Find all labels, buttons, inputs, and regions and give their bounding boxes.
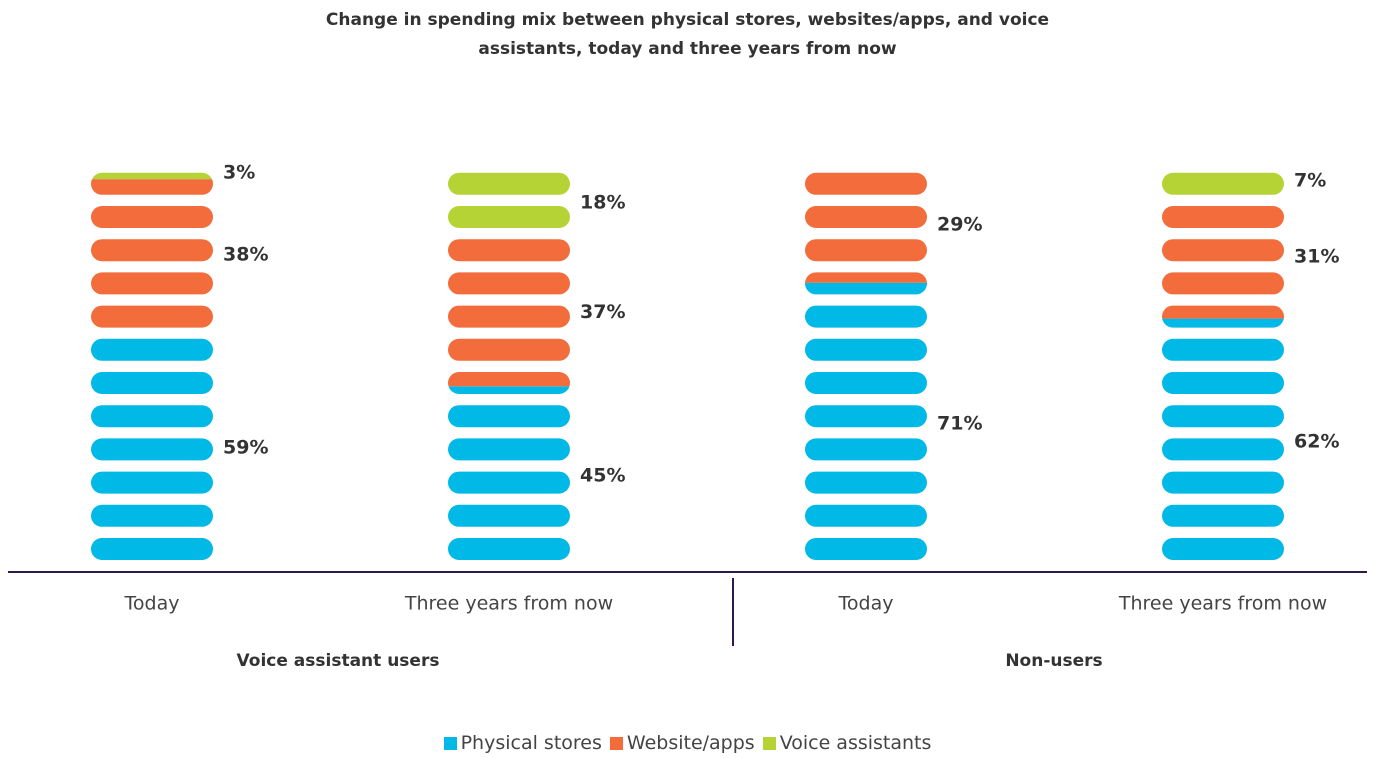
legend-swatch [762,736,776,750]
column [1162,172,1284,560]
column [91,172,213,560]
data-label: 7% [1294,170,1326,192]
data-label: 18% [580,192,625,214]
segment [1162,172,1284,196]
column [805,172,927,560]
segment [1162,318,1284,560]
legend-item: Website/apps [609,732,755,754]
data-label: 31% [1294,245,1339,267]
segment [1162,195,1284,319]
legend: Physical stores Website/apps Voice assista… [0,732,1375,754]
data-label: 29% [937,213,982,235]
data-label: 3% [223,162,255,184]
data-label: 62% [1294,431,1339,453]
segment [448,238,570,387]
data-label: 38% [223,243,268,265]
title-box: Change in spending mix between physical … [0,6,1375,64]
legend-label: Physical stores [460,732,602,754]
segment [91,330,213,560]
legend-label: Voice assistants [779,732,932,754]
segment [91,172,213,180]
data-label: 59% [223,437,268,459]
data-label: 37% [580,301,625,323]
chart: 59% 38% 3% Today 45% 37% 18% Three years from n… [8,162,1367,671]
chart-title: Change in spending mix between physical … [325,10,1050,59]
x-tick-label: Today [124,593,180,615]
x-tick-label: Today [838,593,894,615]
segment [805,172,927,283]
segment [805,282,927,560]
x-tick-label: Three years from now [1118,593,1327,615]
group-label: Voice assistant users [237,651,440,671]
legend-label: Website/apps [626,732,755,754]
segment [448,172,570,239]
data-label: 71% [937,413,982,435]
segment [91,179,213,331]
legend-item: Voice assistants [762,732,932,754]
column [448,172,570,560]
legend-item: Physical stores [443,732,602,754]
legend-swatch [443,736,457,750]
segment [448,386,570,560]
data-label: 45% [580,464,625,486]
group-label: Non-users [1005,651,1102,671]
x-tick-label: Three years from now [404,593,613,615]
legend-swatch [609,736,623,750]
